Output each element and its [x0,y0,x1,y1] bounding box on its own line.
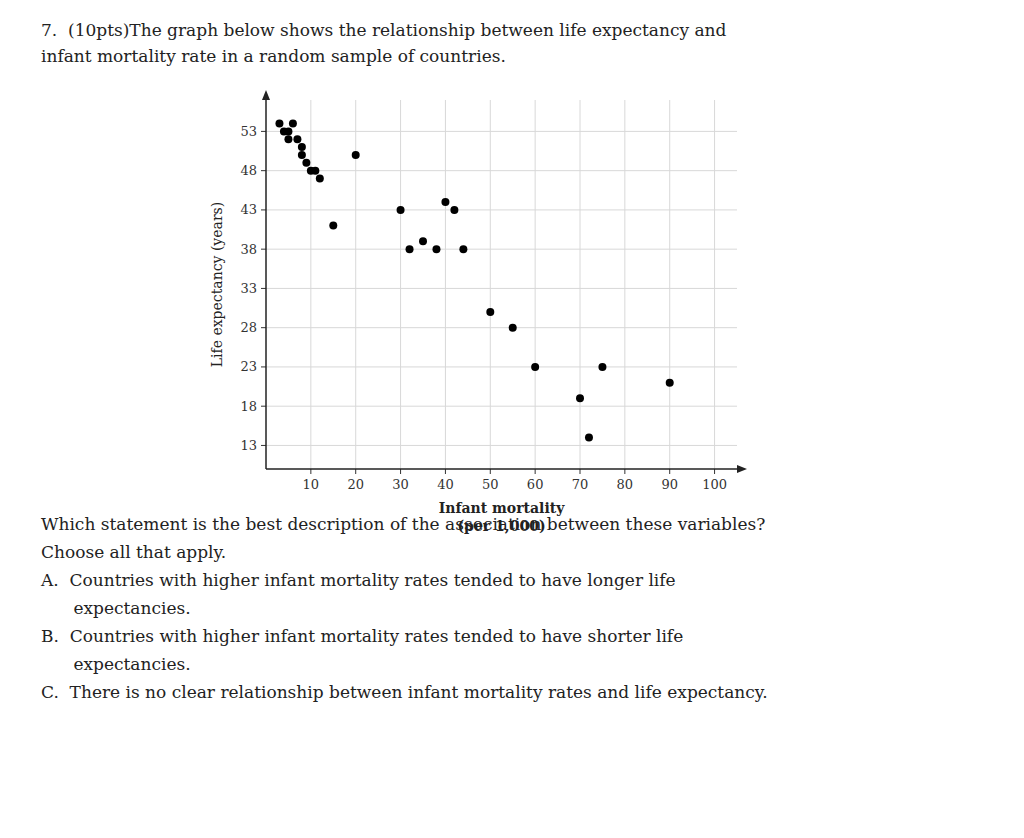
tick-label: 20 [347,477,364,492]
grid-line [580,100,581,469]
grid-line [266,327,737,328]
tick-label: 48 [240,163,257,178]
annotation: C. There is no clear relationship betwee… [41,682,768,702]
tick-label: 10 [303,477,320,492]
grid-line [266,445,737,446]
point [585,434,593,442]
grid-line [266,131,737,132]
grid-line [266,209,737,210]
grid-line [445,100,446,469]
point [284,135,292,143]
point [397,206,405,214]
y-axis-line [265,100,267,469]
grid-line [266,249,737,250]
point [406,245,414,253]
grid-line [400,100,401,469]
y-axis-label: Life expectancy (years) [209,202,225,368]
point [441,198,449,206]
point [311,167,319,175]
chart: 7. (10pts)The graph below shows the rela… [0,0,1024,838]
tick-label: 18 [240,399,257,414]
tick-label: 80 [617,477,634,492]
x-axis-arrow [737,465,747,473]
point [329,222,337,230]
grid-line [266,366,737,367]
point [352,151,360,159]
tick-label: 33 [240,281,257,296]
y-axis-arrow [262,90,270,100]
axes: 10 20 30 40 50 60 70 80 90 100 13 18 23 28 33 38 43 48 53 [240,90,747,492]
grid-line [669,100,670,469]
tick-label: 13 [240,438,257,453]
point [486,308,494,316]
tick-label: 38 [240,242,257,257]
annotation: expectancies. [41,598,191,618]
grid-line [714,100,715,469]
point [432,245,440,253]
title: infant mortality rate in a random sample… [41,46,506,66]
grid-line [310,100,311,469]
grid-line [266,288,737,289]
point [576,394,584,402]
annotation: Which statement is the best description … [41,514,765,534]
grid-line [624,100,625,469]
point [450,206,458,214]
point [293,135,301,143]
tick-label: 23 [240,359,257,374]
point [302,159,310,167]
tick-label: 30 [392,477,409,492]
point [459,245,467,253]
tick-label: 28 [240,320,257,335]
tick-label: 43 [240,202,257,217]
tick-label: 100 [702,477,727,492]
point [419,237,427,245]
point [284,127,292,135]
point [298,143,306,151]
title: 7. (10pts)The graph below shows the rela… [41,20,727,40]
annotation: Choose all that apply. [41,542,226,562]
tick-label: 50 [482,477,499,492]
tick-label: 53 [240,124,257,139]
grid-line [266,406,737,407]
grid-line [535,100,536,469]
points [275,120,673,442]
point [531,363,539,371]
annotation: B. Countries with higher infant mortalit… [41,626,683,646]
annotation: expectancies. [41,654,191,674]
grid [266,100,737,469]
point [289,120,297,128]
tick-label: 40 [437,477,454,492]
point [298,151,306,159]
annotation: A. Countries with higher infant mortalit… [40,570,676,590]
point [509,324,517,332]
point [666,379,674,387]
x-axis-line [266,468,737,470]
point [316,175,324,183]
tick-label: 70 [572,477,589,492]
tick-label: 60 [527,477,544,492]
point [275,120,283,128]
grid-line [266,170,737,171]
point [598,363,606,371]
grid-line [490,100,491,469]
tick-label: 90 [661,477,678,492]
